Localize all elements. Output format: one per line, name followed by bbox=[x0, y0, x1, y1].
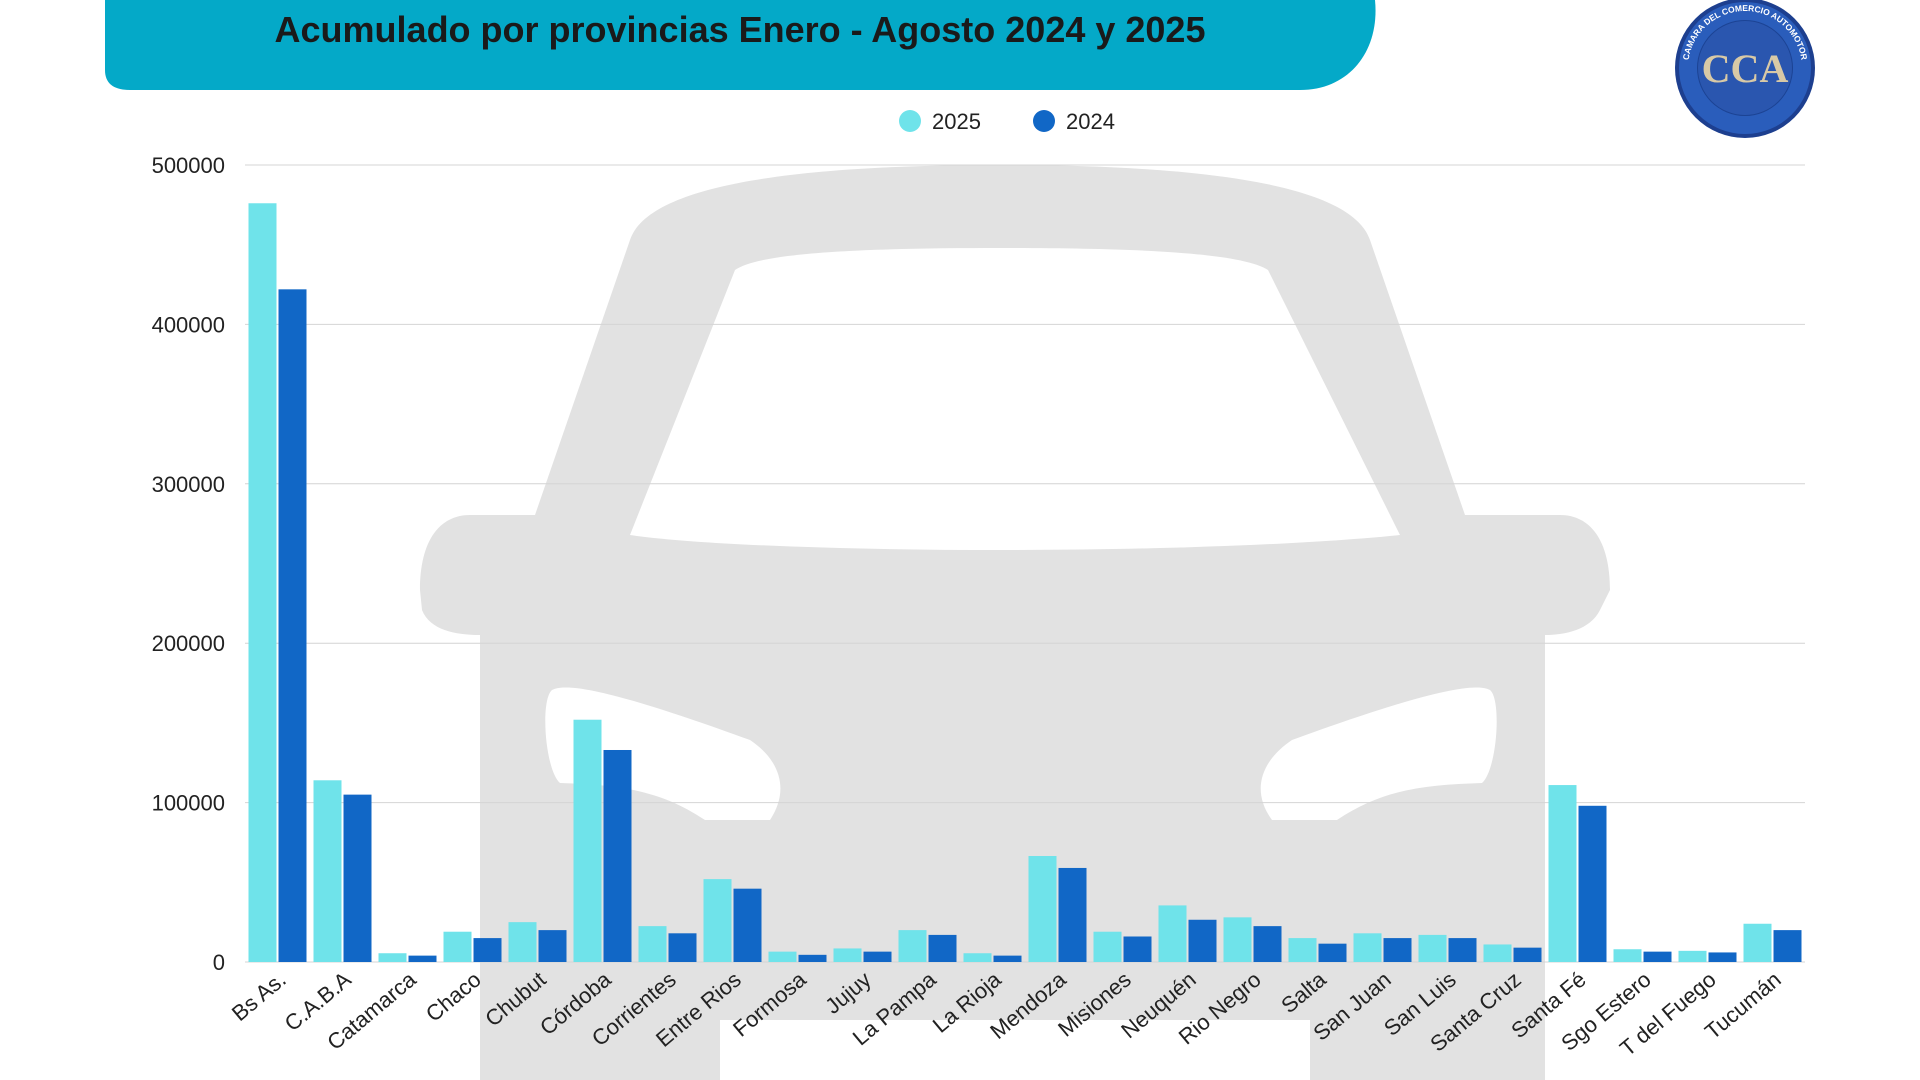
bar-2025-14 bbox=[1158, 905, 1187, 962]
car-left-headlight-shape bbox=[545, 687, 781, 820]
bar-2024-6 bbox=[668, 933, 697, 962]
car-windshield-shape bbox=[630, 248, 1400, 550]
bar-2025-5 bbox=[573, 719, 602, 962]
bar-2025-3 bbox=[443, 931, 472, 962]
bar-2024-20 bbox=[1578, 805, 1607, 962]
y-tick-label: 500000 bbox=[152, 153, 225, 178]
bar-2025-17 bbox=[1353, 933, 1382, 962]
bar-2024-1 bbox=[343, 794, 372, 962]
bar-2025-18 bbox=[1418, 934, 1447, 962]
chart-title: Acumulado por provincias Enero - Agosto … bbox=[275, 9, 1206, 50]
bar-2025-19 bbox=[1483, 944, 1512, 962]
bar-2024-19 bbox=[1513, 947, 1542, 962]
bar-2024-15 bbox=[1253, 926, 1282, 962]
bar-2024-14 bbox=[1188, 919, 1217, 962]
bar-2024-13 bbox=[1123, 936, 1152, 962]
bar-2024-21 bbox=[1643, 951, 1672, 962]
bar-2025-21 bbox=[1613, 949, 1642, 962]
bar-2024-3 bbox=[473, 938, 502, 962]
bar-2024-10 bbox=[928, 934, 957, 962]
bar-2025-11 bbox=[963, 953, 992, 962]
title-banner bbox=[105, 0, 1376, 90]
bar-2025-16 bbox=[1288, 938, 1317, 962]
bar-2025-12 bbox=[1028, 855, 1057, 962]
bar-2025-1 bbox=[313, 780, 342, 962]
bar-2024-18 bbox=[1448, 938, 1477, 962]
bar-2025-10 bbox=[898, 930, 927, 962]
y-tick-label: 0 bbox=[213, 950, 225, 975]
bar-2024-7 bbox=[733, 888, 762, 962]
bar-2025-7 bbox=[703, 879, 732, 962]
bar-2025-15 bbox=[1223, 917, 1252, 962]
grid-lines bbox=[245, 164, 1805, 963]
bar-2025-4 bbox=[508, 922, 537, 962]
bar-2024-8 bbox=[798, 954, 827, 962]
bar-2024-23 bbox=[1773, 930, 1802, 962]
legend-swatch-2025 bbox=[899, 110, 921, 132]
bar-2025-8 bbox=[768, 951, 797, 962]
chart-legend: 2025 2024 bbox=[899, 109, 1115, 134]
bar-2025-2 bbox=[378, 953, 407, 962]
y-tick-label: 200000 bbox=[152, 631, 225, 656]
y-tick-label: 300000 bbox=[152, 472, 225, 497]
bar-2025-13 bbox=[1093, 931, 1122, 962]
legend-label-2025: 2025 bbox=[932, 109, 981, 134]
legend-swatch-2024 bbox=[1033, 110, 1055, 132]
bars-layer bbox=[248, 203, 1802, 963]
bar-2024-0 bbox=[278, 289, 307, 962]
bar-2024-16 bbox=[1318, 943, 1347, 962]
x-category-label: Chaco bbox=[421, 967, 486, 1027]
bar-2024-4 bbox=[538, 930, 567, 962]
bar-2024-2 bbox=[408, 955, 437, 962]
bar-2025-23 bbox=[1743, 923, 1772, 962]
bar-2024-5 bbox=[603, 749, 632, 962]
logo-letters: CCA bbox=[1702, 46, 1789, 91]
bar-2024-9 bbox=[863, 951, 892, 962]
y-axis: 0 100000 200000 300000 400000 500000 bbox=[152, 153, 225, 975]
bar-2025-22 bbox=[1678, 950, 1707, 962]
y-tick-label: 100000 bbox=[152, 791, 225, 816]
bar-2024-11 bbox=[993, 955, 1022, 962]
car-watermark-icon bbox=[420, 165, 1610, 1080]
car-right-headlight-shape bbox=[1260, 687, 1497, 820]
y-tick-label: 400000 bbox=[152, 312, 225, 337]
bar-2025-20 bbox=[1548, 785, 1577, 962]
bar-2024-12 bbox=[1058, 867, 1087, 962]
cca-logo-icon: CAMARA DEL COMERCIO AUTOMOTOR CCA bbox=[1675, 0, 1815, 138]
legend-label-2024: 2024 bbox=[1066, 109, 1115, 134]
bar-2025-0 bbox=[248, 203, 277, 963]
bar-2025-9 bbox=[833, 948, 862, 962]
bar-2025-6 bbox=[638, 926, 667, 962]
bar-2024-22 bbox=[1708, 952, 1737, 962]
bar-2024-17 bbox=[1383, 938, 1412, 962]
